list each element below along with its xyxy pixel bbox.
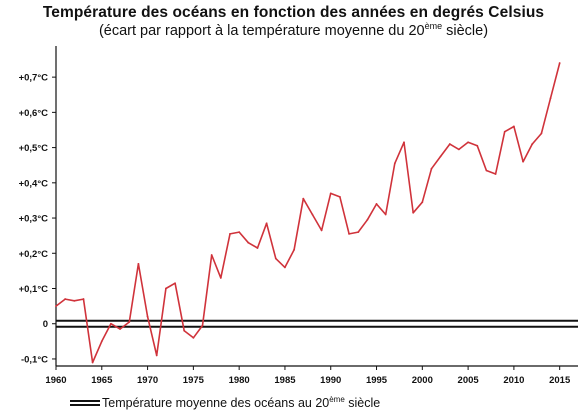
data-point bbox=[110, 322, 112, 325]
chart-subtitle: (écart par rapport à la température moye… bbox=[98, 21, 489, 39]
data-point bbox=[100, 340, 103, 343]
x-tick-label: 2010 bbox=[503, 375, 524, 386]
y-tick-label: +0,1°C bbox=[19, 284, 49, 295]
data-point bbox=[522, 160, 524, 163]
data-point bbox=[64, 298, 67, 300]
x-axis-ticks: 1960 1965 1970 1975 1980 1985 1990 1995 2000 2005… bbox=[45, 366, 571, 386]
data-point bbox=[338, 196, 341, 198]
data-point bbox=[329, 192, 332, 195]
data-point bbox=[192, 336, 195, 339]
y-tick-label: +0,4°C bbox=[19, 178, 49, 189]
y-tick-label: +0,5°C bbox=[19, 143, 49, 154]
x-tick-label: 1985 bbox=[274, 375, 296, 386]
data-point bbox=[357, 231, 360, 234]
x-tick-label: 1970 bbox=[137, 375, 158, 386]
data-point bbox=[219, 277, 222, 279]
data-point bbox=[256, 247, 259, 249]
x-tick-label: 1965 bbox=[91, 375, 113, 386]
y-tick-label: +0,3°C bbox=[19, 214, 49, 225]
data-point bbox=[311, 213, 314, 216]
x-tick-label: 1960 bbox=[45, 375, 66, 386]
data-point bbox=[393, 162, 396, 165]
data-point bbox=[302, 197, 305, 200]
y-tick-label: -0,1°C bbox=[21, 354, 48, 365]
legend-swatch-reference bbox=[70, 400, 100, 406]
data-point bbox=[549, 97, 552, 100]
chart-title: Température des océans en fonction des a… bbox=[42, 4, 545, 21]
y-tick-label: +0,7°C bbox=[19, 73, 49, 84]
data-point bbox=[119, 328, 122, 330]
data-point bbox=[137, 262, 140, 265]
data-point bbox=[284, 266, 286, 269]
data-point bbox=[229, 232, 231, 235]
data-point bbox=[540, 132, 543, 135]
temperature-series bbox=[55, 62, 561, 364]
x-tick-label: 1980 bbox=[229, 375, 250, 386]
data-point bbox=[531, 143, 534, 145]
x-tick-label: 1975 bbox=[183, 375, 205, 386]
data-point bbox=[274, 257, 277, 260]
data-point bbox=[82, 298, 85, 300]
data-point bbox=[247, 241, 250, 244]
data-point bbox=[128, 321, 131, 323]
data-point bbox=[558, 62, 561, 64]
data-point bbox=[384, 213, 387, 216]
data-point bbox=[210, 254, 213, 256]
data-point bbox=[366, 218, 369, 221]
data-point bbox=[174, 282, 176, 285]
data-point bbox=[430, 167, 433, 170]
data-point bbox=[293, 248, 296, 251]
x-tick-label: 2015 bbox=[549, 375, 571, 386]
data-point bbox=[146, 315, 149, 318]
data-point bbox=[494, 173, 497, 175]
data-point bbox=[265, 222, 268, 225]
data-point bbox=[73, 299, 76, 302]
data-point bbox=[439, 155, 442, 158]
data-point bbox=[476, 144, 479, 147]
legend: Température moyenne des océans au 20ème … bbox=[70, 394, 381, 410]
temperature-line bbox=[55, 62, 561, 364]
y-tick-label: 0 bbox=[43, 319, 48, 330]
data-point bbox=[375, 203, 378, 205]
data-point bbox=[512, 125, 515, 128]
data-point bbox=[421, 201, 424, 204]
data-point bbox=[183, 329, 186, 332]
data-point bbox=[155, 354, 158, 357]
data-point bbox=[458, 148, 460, 151]
data-point bbox=[348, 232, 350, 235]
y-tick-label: +0,2°C bbox=[19, 249, 49, 260]
y-axis-ticks: -0,1°C 0 +0,1°C +0,2°C +0,3°C +0,4°C +0,5°C +0,… bbox=[19, 73, 56, 365]
data-point bbox=[238, 231, 241, 234]
data-point bbox=[403, 141, 405, 144]
data-point bbox=[201, 324, 204, 327]
data-point bbox=[485, 169, 488, 172]
data-point bbox=[320, 229, 323, 232]
x-tick-label: 2000 bbox=[412, 375, 433, 386]
data-point bbox=[467, 141, 470, 144]
data-point bbox=[412, 211, 415, 214]
y-tick-label: +0,6°C bbox=[19, 108, 49, 119]
chart-axes bbox=[55, 46, 578, 367]
legend-label: Température moyenne des océans au 20ème … bbox=[102, 394, 381, 410]
data-point bbox=[503, 130, 506, 133]
data-point bbox=[55, 305, 57, 308]
x-tick-label: 1990 bbox=[320, 375, 341, 386]
data-point bbox=[164, 287, 167, 290]
reference-line bbox=[56, 319, 578, 328]
data-point bbox=[91, 361, 94, 364]
x-tick-label: 1995 bbox=[366, 375, 388, 386]
x-tick-label: 2005 bbox=[458, 375, 480, 386]
data-point bbox=[448, 143, 451, 145]
